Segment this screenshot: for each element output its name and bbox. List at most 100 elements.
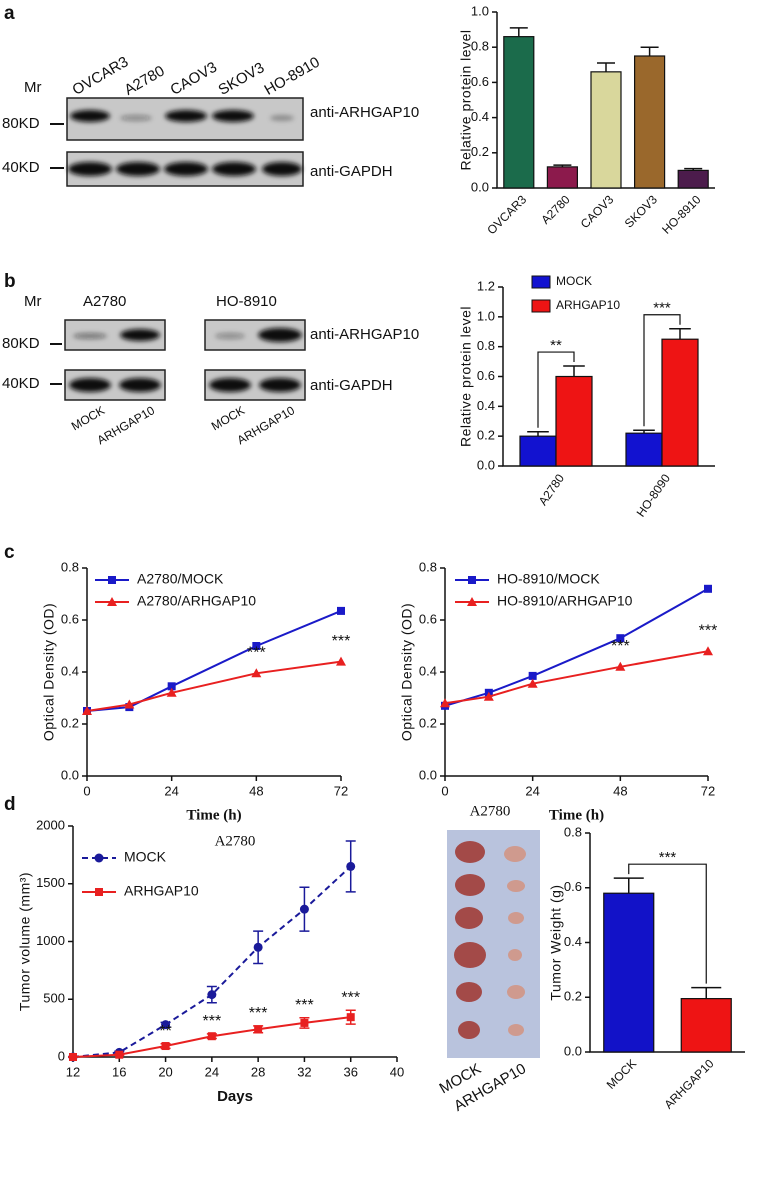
- point: [703, 646, 713, 656]
- point: [704, 584, 712, 593]
- y-tick-label: 0.6: [471, 74, 489, 89]
- series-line: [86, 609, 342, 712]
- legend-marker: [108, 576, 116, 584]
- lane-label: MOCK: [69, 403, 107, 433]
- x-tick-label: OVCAR3: [484, 192, 529, 237]
- bar: [680, 998, 732, 1053]
- antibody-label: anti-GAPDH: [310, 377, 393, 394]
- y-tick-label: 0.2: [61, 715, 79, 730]
- bar: [661, 338, 699, 467]
- x-tick-label: A2780: [536, 471, 568, 508]
- series-line: [444, 650, 709, 705]
- tumor-photo: A2780 MOCK ARHGAP10: [437, 803, 540, 1115]
- bar: [546, 166, 579, 189]
- x-tick-label: 32: [297, 1064, 311, 1079]
- significance-label: **: [550, 337, 562, 354]
- x-tick-label: 72: [334, 783, 348, 798]
- y-tick-label: 0.4: [564, 934, 582, 949]
- y-tick-label: 0.8: [61, 559, 79, 574]
- point: [346, 861, 356, 871]
- significance-label: ***: [699, 622, 718, 639]
- cell-line-label: HO-8910: [216, 293, 277, 310]
- point: [527, 678, 538, 688]
- y-tick-label: 0.6: [564, 879, 582, 894]
- x-axis-label: Time (h): [549, 807, 604, 823]
- x-tick-label: A2780: [538, 192, 573, 227]
- bar: [603, 892, 655, 1053]
- point: [300, 1018, 309, 1027]
- x-tick-label: 36: [343, 1064, 357, 1079]
- y-tick-label: 0.4: [61, 663, 79, 678]
- point: [253, 942, 263, 952]
- point: [254, 1025, 263, 1034]
- significance-label: ***: [247, 645, 266, 662]
- point: [616, 634, 625, 643]
- point: [166, 687, 177, 697]
- y-tick-label: 2000: [36, 817, 65, 832]
- y-tick-label: 500: [43, 991, 65, 1006]
- x-axis-label: Days: [217, 1088, 253, 1105]
- chart-title: A2780: [215, 833, 256, 849]
- significance-bracket: [643, 314, 681, 427]
- x-tick-label: SKOV3: [622, 192, 660, 230]
- point: [82, 706, 92, 715]
- legend-swatch: [531, 299, 551, 313]
- x-tick-label: 16: [112, 1064, 126, 1079]
- point: [207, 1032, 216, 1041]
- panel-label: c: [4, 542, 15, 563]
- bar: [519, 435, 557, 467]
- lane-label: OVCAR3: [69, 53, 131, 99]
- point: [337, 606, 345, 615]
- y-tick-label: 1.2: [477, 278, 495, 293]
- point: [440, 698, 450, 708]
- series-line: [86, 660, 342, 712]
- point: [252, 642, 261, 650]
- panel-label: a: [4, 3, 15, 24]
- bar: [625, 432, 663, 467]
- blot-a: Mr OVCAR3 A2780 CAOV3 SKOV3 HO-8910 80KD…: [2, 53, 419, 187]
- lane-label: CAOV3: [167, 59, 220, 99]
- point: [115, 1050, 124, 1059]
- marker-weight: 80KD: [2, 115, 40, 132]
- legend-marker: [468, 576, 476, 584]
- lane-label: ARHGAP10: [95, 403, 158, 447]
- y-tick-label: 1.0: [471, 3, 489, 18]
- lane-label: MOCK: [209, 403, 247, 433]
- marker-weight: 40KD: [2, 159, 40, 176]
- x-tick-label: 72: [701, 783, 715, 798]
- antibody-label: anti-ARHGAP10: [310, 104, 419, 121]
- marker-label: Mr: [24, 293, 42, 310]
- blot-b: Mr A2780 HO-8910 80KD 40KD anti-ARHGAP10…: [2, 293, 419, 447]
- cell-line-label: A2780: [83, 293, 126, 310]
- y-axis-label: Tumor Weight (g): [548, 884, 564, 1000]
- legend-label: ARHGAP10: [124, 883, 199, 899]
- x-tick-label: 24: [205, 1064, 219, 1079]
- y-tick-label: 0.4: [471, 109, 489, 124]
- y-axis-label: Relative protein level: [458, 30, 474, 171]
- legend-label: MOCK: [556, 274, 592, 288]
- x-tick-label: 48: [249, 783, 263, 798]
- legend-label: HO-8910/MOCK: [497, 571, 600, 587]
- x-tick-label: 48: [613, 783, 627, 798]
- lane-label: ARHGAP10: [235, 403, 298, 447]
- x-tick-label: 20: [158, 1064, 172, 1079]
- x-tick-label: 12: [66, 1064, 80, 1079]
- y-tick-label: 0.6: [61, 611, 79, 626]
- bar: [590, 71, 622, 189]
- y-tick-label: 0.2: [419, 715, 437, 730]
- point: [161, 1020, 171, 1030]
- y-tick-label: 0.0: [564, 1043, 582, 1058]
- panel-label: b: [4, 271, 16, 292]
- x-tick-label: 24: [164, 783, 178, 798]
- point: [69, 1053, 77, 1061]
- legend-swatch: [531, 275, 551, 289]
- y-tick-label: 0.0: [471, 179, 489, 194]
- point: [207, 990, 217, 1000]
- point: [251, 668, 262, 678]
- legend-label: ARHGAP10: [556, 298, 620, 312]
- marker-weight: 80KD: [2, 335, 40, 352]
- lane-label: HO-8910: [261, 54, 322, 99]
- significance-label: ***: [249, 1005, 268, 1022]
- point: [528, 671, 537, 680]
